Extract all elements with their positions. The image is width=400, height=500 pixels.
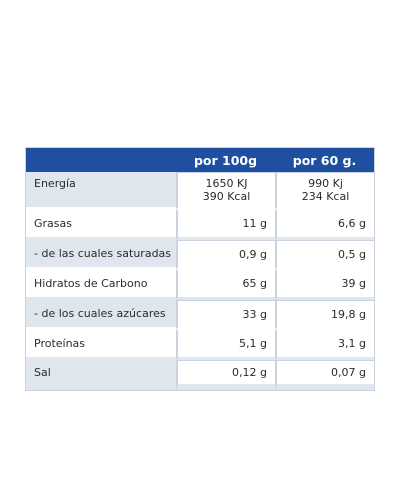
table-row-energia: Energía 1650 KJ 390 Kcal 990 Kj 234 Kcal bbox=[26, 172, 374, 210]
value-line: 390 Kcal bbox=[202, 190, 251, 203]
value-per-60g: 3,1 g bbox=[275, 330, 374, 360]
value-per-60g: 39 g bbox=[275, 270, 374, 300]
header-empty-cell bbox=[26, 148, 176, 172]
value-per-100g: 0,9 g bbox=[176, 240, 275, 270]
row-label: Hidratos de Carbono bbox=[26, 270, 176, 300]
value-per-100g: 11 g bbox=[176, 210, 275, 240]
value-per-100g: 0,12 g bbox=[176, 360, 275, 390]
row-label: Energía bbox=[26, 172, 176, 210]
table-header-row: por 100g por 60 g. bbox=[26, 148, 374, 172]
value-line: 1650 KJ bbox=[205, 177, 248, 190]
value-line: 990 Kj bbox=[308, 177, 343, 190]
header-per-100g: por 100g bbox=[176, 148, 275, 172]
table-row-grasas: Grasas 11 g 6,6 g bbox=[26, 210, 374, 240]
nutrition-table: por 100g por 60 g. Energía 1650 KJ 390 K… bbox=[25, 147, 375, 391]
value-per-60g: 990 Kj 234 Kcal bbox=[275, 172, 374, 210]
value-per-60g: 6,6 g bbox=[275, 210, 374, 240]
table-row-saturadas: - de las cuales saturadas 0,9 g 0,5 g bbox=[26, 240, 374, 270]
value-line: 234 Kcal bbox=[301, 190, 350, 203]
row-label: - de los cuales azúcares bbox=[26, 300, 176, 330]
value-per-100g: 33 g bbox=[176, 300, 275, 330]
table-row-proteinas: Proteínas 5,1 g 3,1 g bbox=[26, 330, 374, 360]
row-label: - de las cuales saturadas bbox=[26, 240, 176, 270]
value-per-100g: 65 g bbox=[176, 270, 275, 300]
row-label: Proteínas bbox=[26, 330, 176, 360]
value-per-100g: 1650 KJ 390 Kcal bbox=[176, 172, 275, 210]
table-row-azucares: - de los cuales azúcares 33 g 19,8 g bbox=[26, 300, 374, 330]
table-row-hidratos: Hidratos de Carbono 65 g 39 g bbox=[26, 270, 374, 300]
value-per-60g: 0,07 g bbox=[275, 360, 374, 390]
value-per-60g: 0,5 g bbox=[275, 240, 374, 270]
value-per-100g: 5,1 g bbox=[176, 330, 275, 360]
value-per-60g: 19,8 g bbox=[275, 300, 374, 330]
header-per-60g: por 60 g. bbox=[275, 148, 374, 172]
row-label: Sal bbox=[26, 360, 176, 390]
row-label: Grasas bbox=[26, 210, 176, 240]
table-row-sal: Sal 0,12 g 0,07 g bbox=[26, 360, 374, 390]
